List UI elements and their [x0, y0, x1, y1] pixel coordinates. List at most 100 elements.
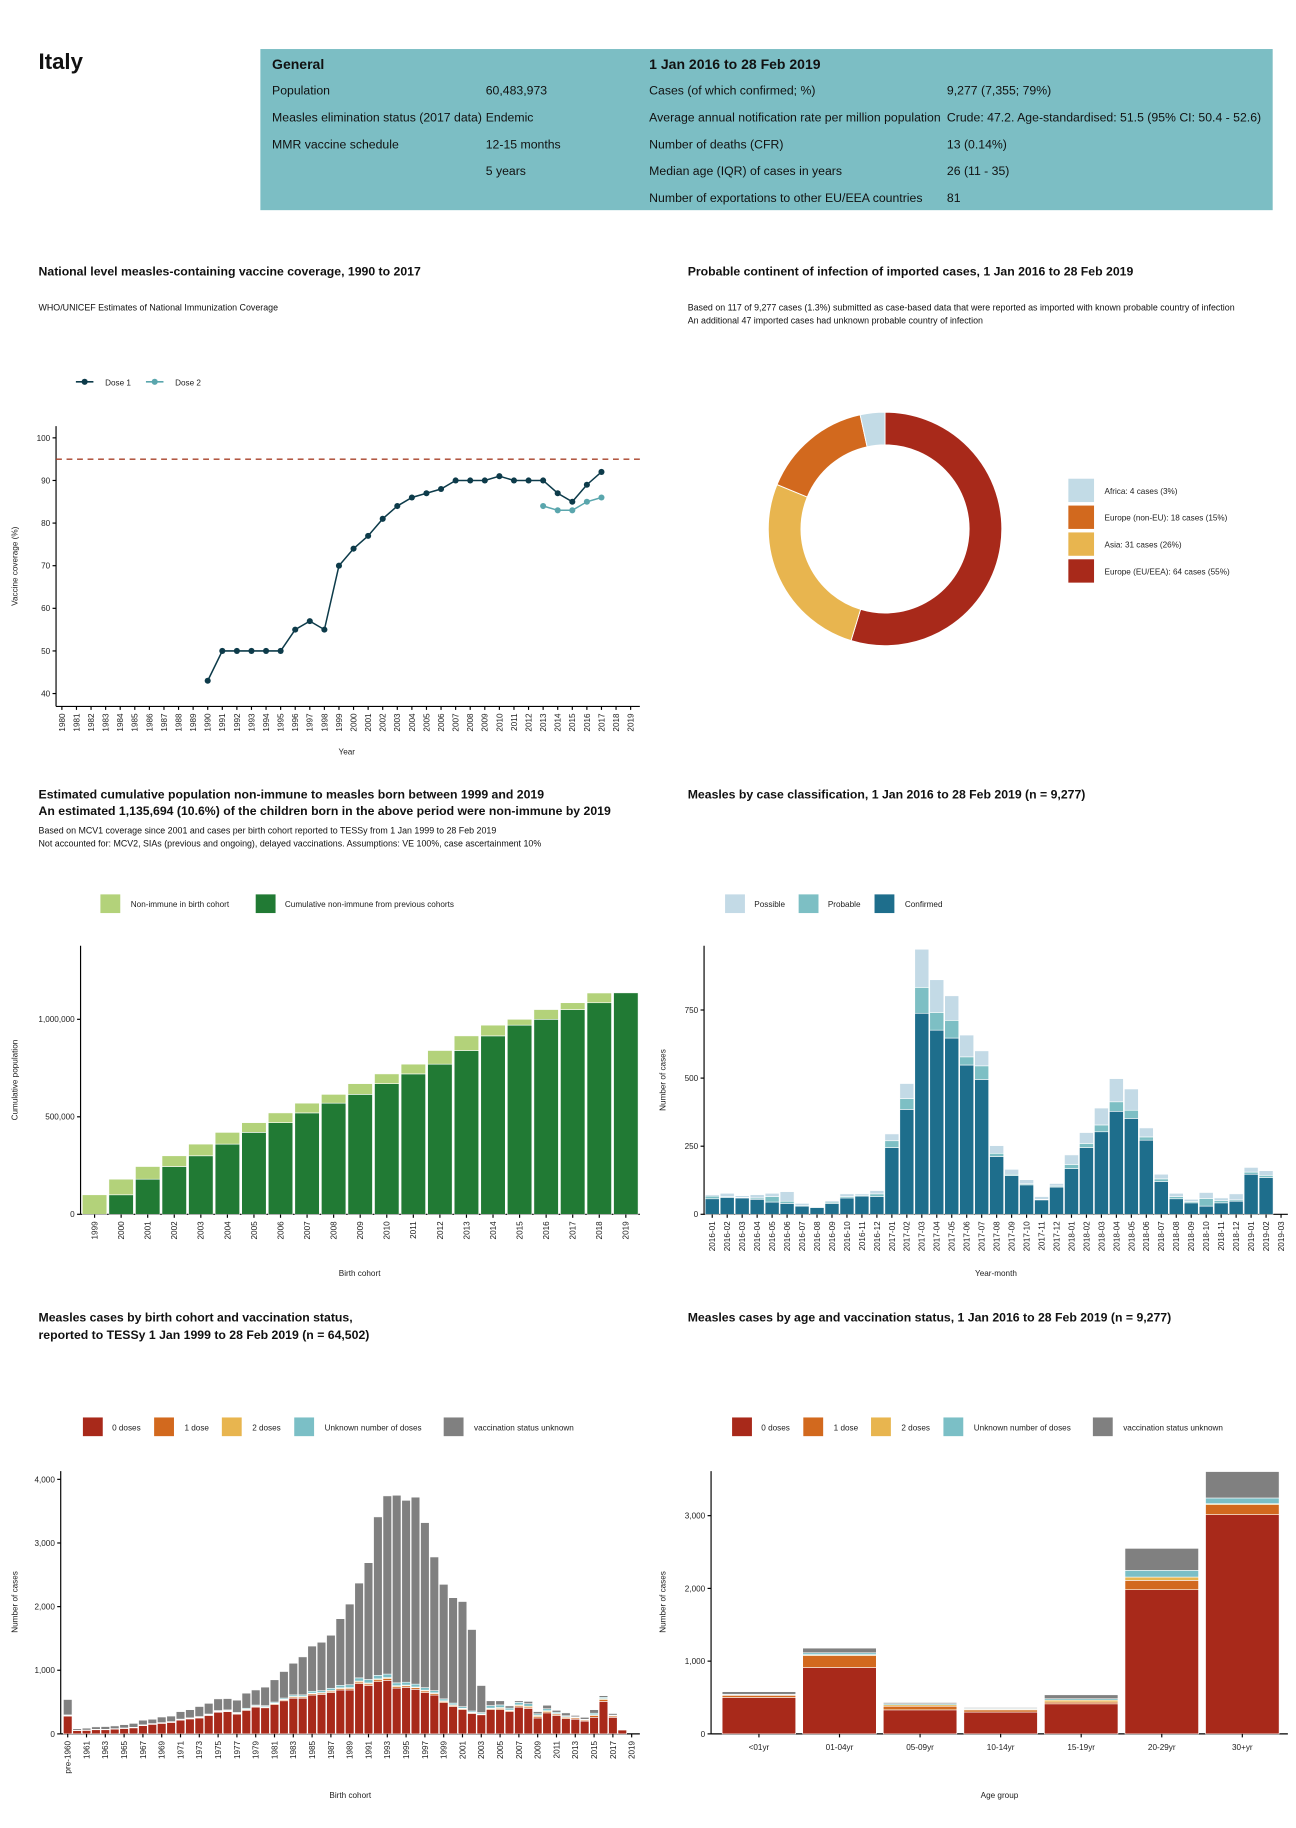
bar-segment	[138, 1725, 148, 1735]
legend-swatch	[1068, 478, 1095, 503]
bar-segment	[1213, 1202, 1229, 1215]
x-tick-label: 2017-06	[963, 1221, 972, 1251]
data-point	[408, 494, 415, 501]
bar-segment	[82, 1194, 108, 1215]
data-point	[583, 481, 590, 488]
data-point	[423, 490, 430, 497]
bar-segment	[570, 1715, 580, 1718]
x-tick-label: 2009	[481, 713, 490, 732]
y-tick-label: 70	[41, 562, 51, 571]
bar-segment	[1198, 1205, 1214, 1215]
data-point	[263, 647, 270, 654]
legend-marker	[151, 378, 158, 385]
data-point	[540, 477, 547, 484]
bar-segment	[721, 1691, 797, 1695]
x-tick-label: 2016-04	[753, 1221, 762, 1251]
bar-segment	[598, 1695, 609, 1698]
bar-segment	[1139, 1127, 1154, 1138]
bar-segment	[354, 1582, 364, 1679]
coverage-chart-title: National level measles-containing vaccin…	[38, 265, 421, 280]
bar-segment	[175, 1711, 186, 1720]
bar-segment	[241, 1122, 267, 1133]
x-tick-label: 2001	[364, 713, 373, 732]
bar-segment	[779, 1203, 795, 1215]
bar-segment	[1213, 1197, 1229, 1201]
x-tick-label: 1983	[102, 713, 111, 732]
bar-segment	[429, 1556, 439, 1691]
x-tick-label: 1961	[82, 1740, 91, 1759]
nonimmune-chart-title: Estimated cumulative population non-immu…	[38, 788, 545, 803]
bar-segment	[439, 1584, 449, 1700]
x-tick-label: 1992	[233, 713, 242, 732]
bar-segment	[448, 1706, 458, 1735]
donut-slice	[767, 483, 862, 642]
bar-segment	[410, 1683, 421, 1688]
x-tick-label: 2018-03	[1097, 1221, 1106, 1251]
x-tick-label: 1998	[320, 713, 329, 732]
bar-segment	[1153, 1178, 1169, 1182]
bar-segment	[839, 1197, 855, 1215]
bar-segment	[963, 1707, 1038, 1709]
bar-segment	[363, 1679, 374, 1684]
bar-segment	[802, 1655, 877, 1668]
bar-segment	[410, 1689, 421, 1735]
bar-segment	[453, 1035, 480, 1051]
x-tick-label: 2018-12	[1232, 1221, 1241, 1251]
bar-segment	[1019, 1179, 1034, 1185]
x-tick-label: 2017-04	[933, 1221, 942, 1251]
bar-segment	[1243, 1173, 1259, 1215]
x-tick-label: 1999	[440, 1740, 449, 1759]
bar-segment	[345, 1684, 355, 1688]
legend-swatch	[154, 1417, 174, 1437]
bar-segment	[354, 1683, 364, 1735]
y-tick-label: 50	[41, 647, 51, 656]
bar-segment	[81, 1727, 92, 1731]
x-tick-label: 2007	[515, 1740, 524, 1759]
y-tick-label: 3,000	[685, 1512, 706, 1521]
bar-segment	[899, 1083, 915, 1099]
bar-segment	[260, 1707, 270, 1735]
x-tick-label: 2003	[197, 1221, 206, 1240]
x-tick-label: 2017-08	[993, 1221, 1002, 1251]
data-point	[554, 490, 561, 497]
bar-segment	[175, 1719, 186, 1735]
x-tick-label: 2014	[554, 713, 563, 732]
bar-segment	[1124, 1109, 1139, 1119]
legend-swatch	[100, 894, 121, 914]
x-tick-label: 2014	[489, 1221, 498, 1240]
bar-segment	[963, 1711, 1038, 1735]
x-tick-label: 1981	[270, 1740, 279, 1759]
bar-segment	[561, 1712, 571, 1717]
bar-segment	[476, 1714, 486, 1735]
bar-segment	[347, 1083, 373, 1095]
x-tick-label: 1990	[204, 713, 213, 732]
legend-swatch	[871, 1417, 891, 1437]
bar-segment	[721, 1695, 797, 1698]
bar-segment	[1153, 1173, 1169, 1180]
bar-segment	[719, 1193, 735, 1197]
bar-segment	[429, 1690, 439, 1694]
bar-segment	[884, 1147, 900, 1215]
bar-segment	[586, 1002, 612, 1215]
x-tick-label: 1963	[101, 1740, 110, 1759]
bar-segment	[326, 1687, 336, 1691]
bar-segment	[260, 1686, 270, 1706]
bar-segment	[551, 1710, 562, 1713]
data-point	[306, 618, 313, 625]
bar-segment	[495, 1709, 505, 1735]
bar-segment	[1064, 1154, 1079, 1165]
bar-segment	[439, 1702, 449, 1735]
bar-segment	[914, 1012, 930, 1215]
x-tick-label: 1995	[277, 713, 286, 732]
y-tick-label: 3,000	[34, 1539, 55, 1548]
bar-segment	[213, 1711, 223, 1735]
data-point	[583, 498, 590, 505]
bar-segment	[321, 1094, 347, 1104]
x-tick-label: 1971	[176, 1740, 185, 1759]
bar-segment	[914, 948, 930, 988]
bar-segment	[1094, 1124, 1109, 1133]
x-tick-label: 2003	[477, 1740, 486, 1759]
bar-segment	[882, 1705, 958, 1711]
bar-segment	[560, 1002, 586, 1010]
x-tick-label: 2016-01	[708, 1221, 717, 1251]
